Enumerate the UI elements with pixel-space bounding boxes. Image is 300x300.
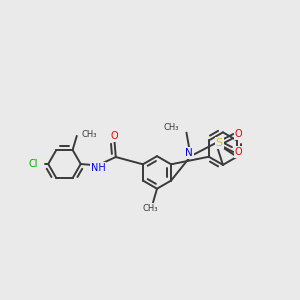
Text: CH₃: CH₃: [163, 123, 178, 132]
Text: N: N: [185, 148, 193, 158]
Text: CH₃: CH₃: [82, 130, 98, 139]
Text: NH: NH: [91, 163, 106, 173]
Text: S: S: [216, 138, 223, 148]
Text: Cl: Cl: [28, 159, 38, 169]
Text: O: O: [235, 129, 242, 139]
Text: O: O: [235, 147, 242, 157]
Text: CH₃: CH₃: [142, 204, 158, 213]
Text: O: O: [111, 131, 118, 141]
